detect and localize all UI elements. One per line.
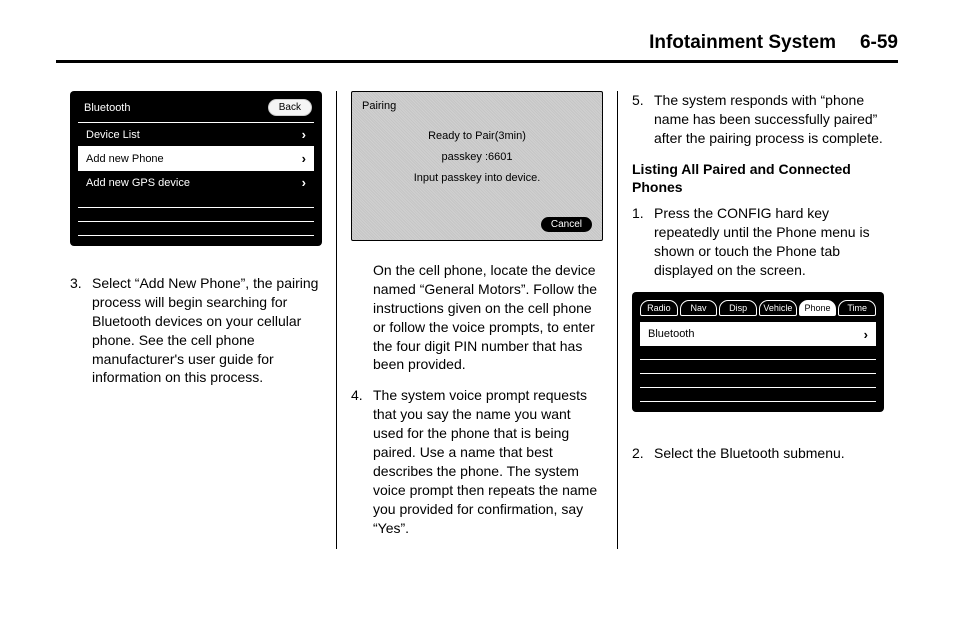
- step-number: 5.: [632, 91, 654, 148]
- menu-row-label: Add new Phone: [86, 153, 164, 165]
- subheading-listing-paired: Listing All Paired and Connected Phones: [632, 160, 884, 196]
- pairing-line-3: Input passkey into device.: [360, 168, 594, 189]
- header-page: 6-59: [860, 32, 898, 54]
- step-5: 5. The system responds with “phone name …: [632, 91, 884, 148]
- step-number: 2.: [632, 444, 654, 463]
- tab-radio[interactable]: Radio: [640, 300, 678, 316]
- tab-phone[interactable]: Phone: [799, 300, 837, 316]
- back-button[interactable]: Back: [268, 99, 312, 116]
- content-columns: Bluetooth Back Device List › Add new Pho…: [56, 91, 898, 549]
- step-text: Press the CONFIG hard key repeatedly unt…: [654, 204, 884, 280]
- step-3: 3. Select “Add New Phone”, the pairing p…: [70, 274, 322, 387]
- menu-row-label: Bluetooth: [648, 328, 694, 340]
- chevron-right-icon: ›: [864, 327, 868, 342]
- step-text: The system responds with “phone name has…: [654, 91, 884, 148]
- pairing-line-1: Ready to Pair(3min): [360, 126, 594, 147]
- menu-row-label: Device List: [86, 129, 140, 141]
- chevron-right-icon: ›: [302, 151, 306, 166]
- header-title: Infotainment System: [649, 32, 836, 54]
- step-text: Select the Bluetooth submenu.: [654, 444, 884, 463]
- tab-time[interactable]: Time: [838, 300, 876, 316]
- pairing-screen: Pairing Ready to Pair(3min) passkey :660…: [351, 91, 603, 241]
- chevron-right-icon: ›: [302, 127, 306, 142]
- menu-row-add-gps[interactable]: Add new GPS device ›: [78, 170, 314, 194]
- step-text: Select “Add New Phone”, the pairing proc…: [92, 274, 322, 387]
- column-2: Pairing Ready to Pair(3min) passkey :660…: [336, 91, 617, 549]
- pairing-line-2: passkey :6601: [360, 147, 594, 168]
- menu-row-device-list[interactable]: Device List ›: [78, 122, 314, 146]
- cancel-button[interactable]: Cancel: [541, 217, 592, 232]
- column-1: Bluetooth Back Device List › Add new Pho…: [56, 91, 336, 549]
- tab-vehicle[interactable]: Vehicle: [759, 300, 797, 316]
- step-4: 4. The system voice prompt requests that…: [351, 386, 603, 537]
- chevron-right-icon: ›: [302, 175, 306, 190]
- bluetooth-screen-title: Bluetooth: [84, 102, 130, 114]
- step-number: 3.: [70, 274, 92, 387]
- pairing-screen-title: Pairing: [360, 100, 594, 112]
- step-1: 1. Press the CONFIG hard key repeatedly …: [632, 204, 884, 280]
- menu-row-add-phone[interactable]: Add new Phone ›: [78, 146, 314, 170]
- tabs-row: Radio Nav Disp Vehicle Phone Time: [640, 300, 876, 316]
- tab-disp[interactable]: Disp: [719, 300, 757, 316]
- step-number: 1.: [632, 204, 654, 280]
- step-number: 4.: [351, 386, 373, 537]
- bluetooth-screen: Bluetooth Back Device List › Add new Pho…: [70, 91, 322, 246]
- menu-row-label: Add new GPS device: [86, 177, 190, 189]
- menu-row-bluetooth[interactable]: Bluetooth ›: [640, 322, 876, 346]
- step-2: 2. Select the Bluetooth submenu.: [632, 444, 884, 463]
- col2-paragraph: On the cell phone, locate the device nam…: [373, 261, 603, 374]
- column-3: 5. The system responds with “phone name …: [617, 91, 898, 549]
- page-header: Infotainment System 6-59: [56, 32, 898, 63]
- tab-nav[interactable]: Nav: [680, 300, 718, 316]
- tabs-screen: Radio Nav Disp Vehicle Phone Time Blueto…: [632, 292, 884, 412]
- step-text: The system voice prompt requests that yo…: [373, 386, 603, 537]
